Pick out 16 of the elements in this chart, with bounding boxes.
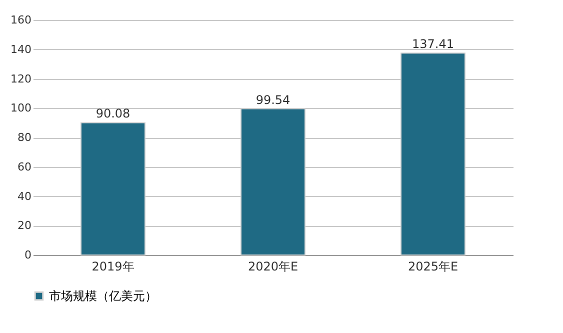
x-tick-label: 2020年E <box>248 260 298 274</box>
y-tick-label: 140 <box>10 42 32 56</box>
y-tick-label: 160 <box>10 14 32 26</box>
legend-label: 市场规模（亿美元） <box>49 289 157 303</box>
x-tick-label: 2019年 <box>92 260 134 274</box>
data-label: 90.08 <box>96 106 130 121</box>
y-tick-label: 20 <box>18 219 32 232</box>
y-tick-label: 120 <box>10 72 32 86</box>
y-tick-label: 60 <box>18 160 32 174</box>
data-label: 99.54 <box>256 92 290 107</box>
y-tick-label: 80 <box>18 131 32 144</box>
x-tick-label: 2025年E <box>408 260 458 274</box>
y-tick-label: 100 <box>10 102 32 115</box>
y-tick-label: 0 <box>24 248 32 262</box>
data-label: 137.41 <box>412 37 454 52</box>
y-tick-label: 40 <box>18 190 32 203</box>
